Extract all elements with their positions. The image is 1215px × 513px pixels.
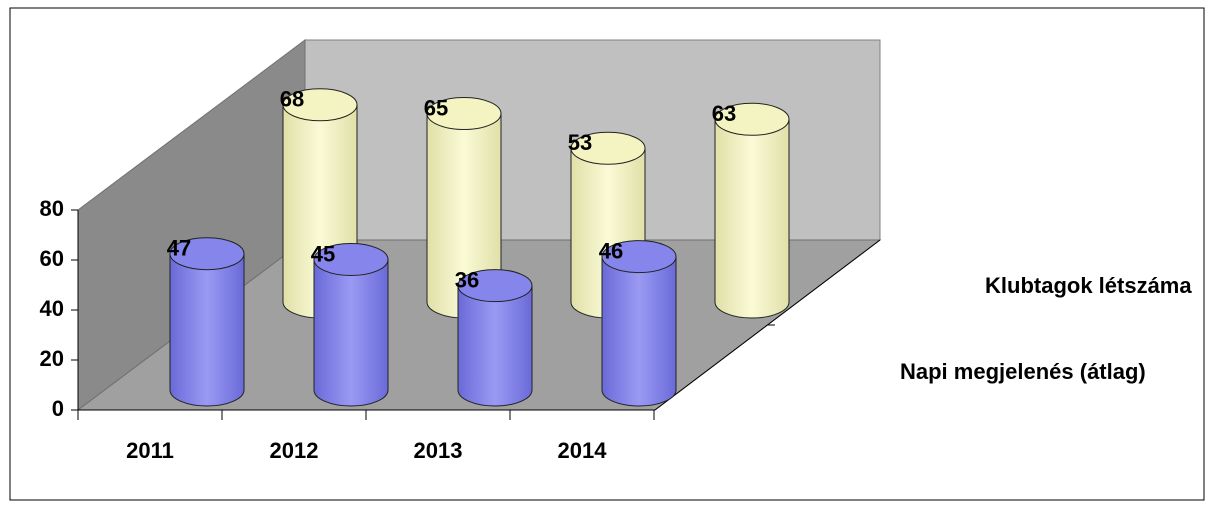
cylinder-body <box>714 118 790 319</box>
y-tick-label: 0 <box>52 396 64 421</box>
value-label: 46 <box>599 238 623 263</box>
cylinder-body <box>601 256 677 407</box>
value-label: 68 <box>280 87 304 112</box>
cylinder-top <box>282 88 358 122</box>
y-tick-label: 40 <box>40 296 64 321</box>
x-tick-label: 2014 <box>558 438 608 463</box>
value-label: 63 <box>712 101 736 126</box>
cylinder <box>313 243 389 407</box>
cylinder-top <box>313 243 389 276</box>
cylinder <box>714 102 790 319</box>
depth-label: Klubtagok létszáma <box>985 273 1192 298</box>
cylinder <box>169 237 245 407</box>
cylinder-body <box>313 259 389 407</box>
cylinder-top <box>457 269 533 303</box>
cylinder-top <box>714 102 790 136</box>
cylinder-body <box>457 285 533 407</box>
depth-label: Napi megjelenés (átlag) <box>900 359 1146 384</box>
x-tick-label: 2012 <box>270 438 319 463</box>
cylinder <box>601 240 677 407</box>
x-tick-label: 2013 <box>414 438 463 463</box>
value-label: 45 <box>311 241 335 266</box>
y-tick-label: 60 <box>40 246 64 271</box>
cylinder-body <box>169 253 245 407</box>
y-tick-label: 80 <box>40 196 64 221</box>
value-label: 36 <box>455 267 479 292</box>
value-label: 53 <box>568 130 592 155</box>
cylinder <box>457 269 533 407</box>
x-tick-label: 2011 <box>126 438 174 463</box>
y-tick-label: 20 <box>40 346 64 371</box>
value-label: 65 <box>424 95 448 120</box>
cylinder-top <box>601 240 677 274</box>
cylinder-top <box>570 131 646 165</box>
value-label: 47 <box>167 236 191 261</box>
cylinder-top <box>169 237 245 271</box>
cylinder-top <box>426 97 502 130</box>
